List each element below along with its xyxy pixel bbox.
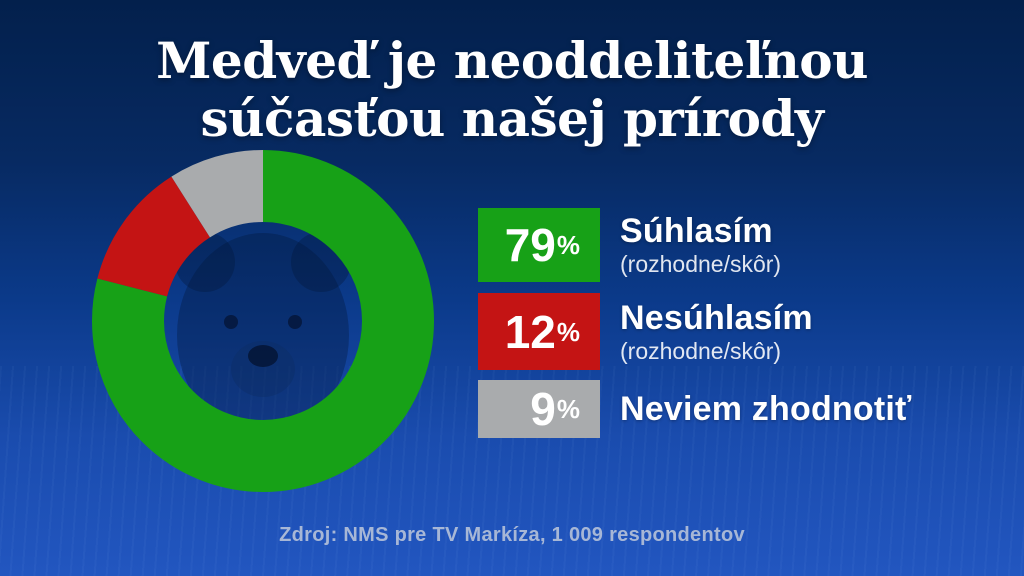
percent-sign: % <box>556 230 580 260</box>
legend-row-nesuhlasim: 12 % Nesúhlasím (rozhodne/skôr) <box>478 293 918 370</box>
legend: 79 % Súhlasím (rozhodne/skôr) 12 % Nesúh… <box>478 208 918 438</box>
percent-box-nesuhlasim: 12 % <box>478 293 600 370</box>
legend-label-suhlasim: Súhlasím (rozhodne/skôr) <box>620 208 781 282</box>
source-line: Zdroj: NMS pre TV Markíza, 1 009 respond… <box>279 524 745 546</box>
percent-sign: % <box>556 316 580 347</box>
title-line-1: Medveď je neoddeliteľnou <box>156 31 868 90</box>
percent-value: 12 <box>504 305 556 358</box>
legend-label-main: Neviem zhodnotiť <box>620 390 912 428</box>
percent-box-suhlasim: 79 % <box>478 208 600 282</box>
donut-segment-neviem <box>92 150 434 492</box>
donut-chart <box>92 150 434 492</box>
legend-label-neviem: Neviem zhodnotiť <box>620 380 912 438</box>
percent-sign: % <box>556 394 580 424</box>
legend-label-sub: (rozhodne/skôr) <box>620 337 782 364</box>
percent-box-neviem: 9 % <box>478 380 600 438</box>
percent-value: 79 <box>504 219 556 271</box>
legend-label-sub: (rozhodne/skôr) <box>620 251 782 277</box>
legend-label-main: Nesúhlasím <box>620 298 813 337</box>
page-title: Medveď je neoddeliteľnou súčasťou našej … <box>0 32 1024 148</box>
legend-row-suhlasim: 79 % Súhlasím (rozhodne/skôr) <box>478 208 918 282</box>
legend-label-main: Súhlasím <box>620 212 773 250</box>
title-line-2: súčasťou našej prírody <box>200 89 824 148</box>
legend-label-nesuhlasim: Nesúhlasím (rozhodne/skôr) <box>620 293 813 370</box>
donut-chart-svg <box>92 150 434 492</box>
percent-value: 9 <box>530 383 556 435</box>
legend-row-neviem: 9 % Neviem zhodnotiť <box>478 380 918 438</box>
